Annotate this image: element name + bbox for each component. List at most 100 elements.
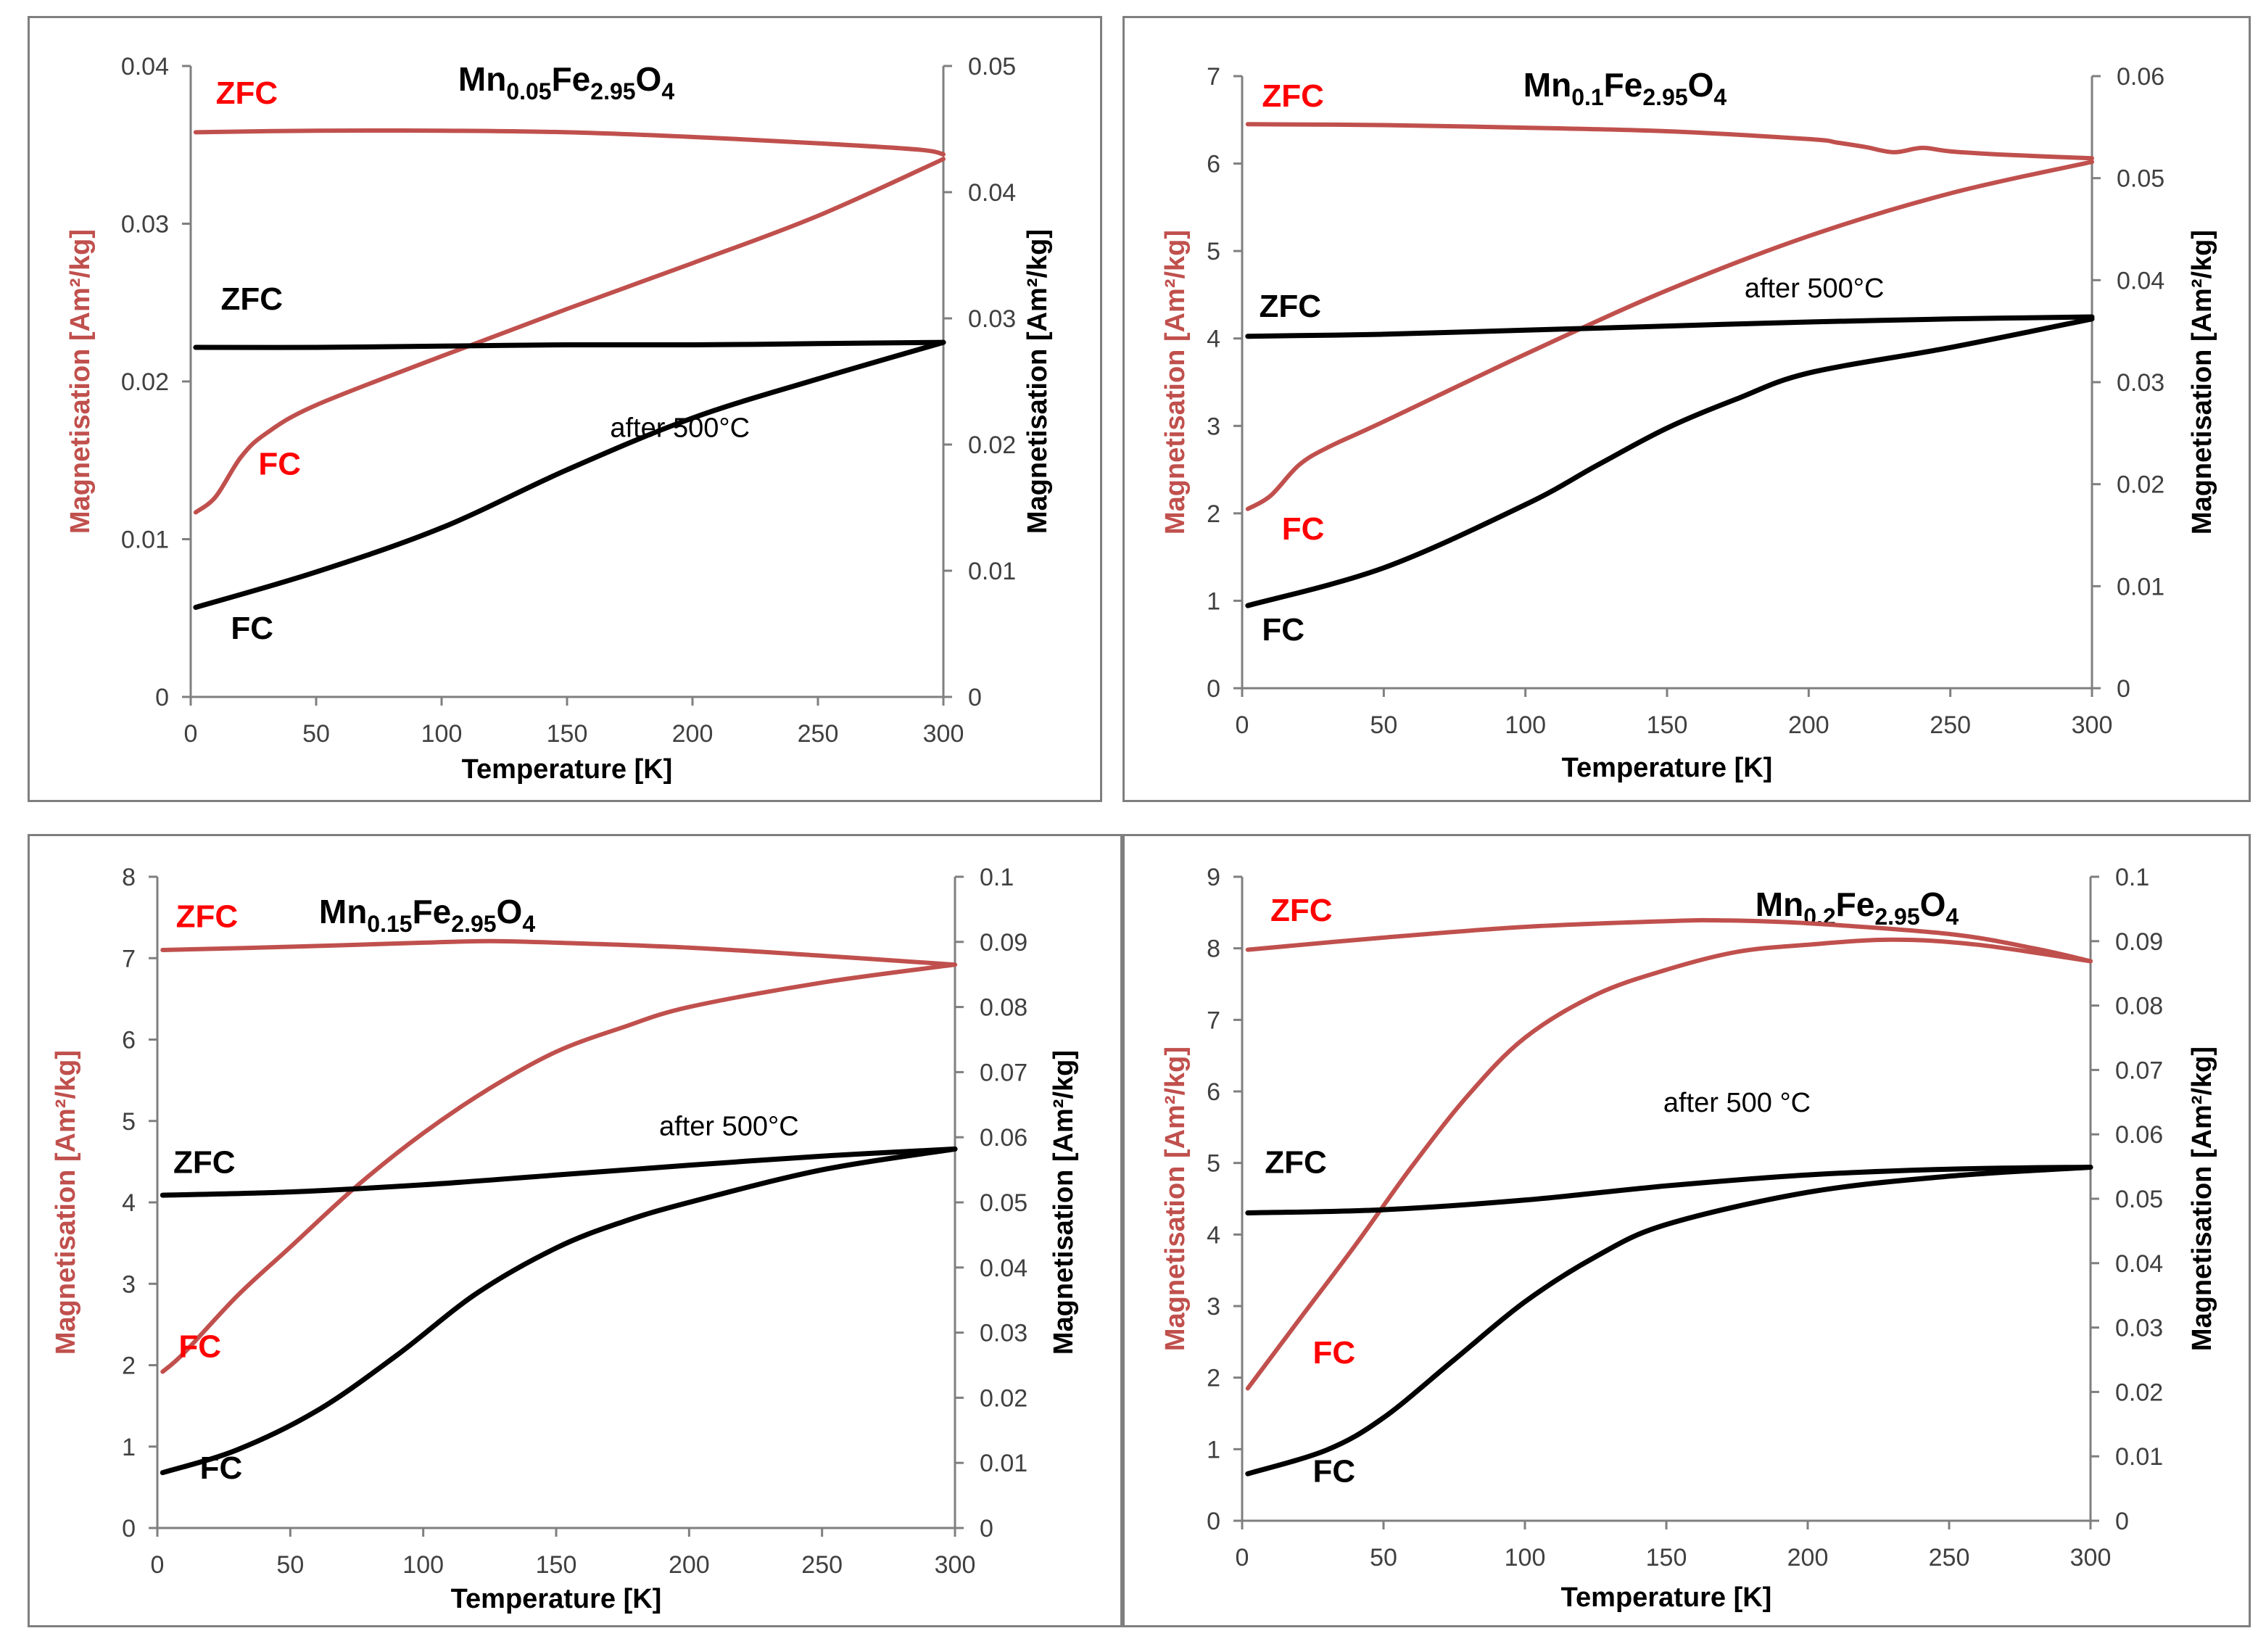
title-subscript: 0.15	[367, 911, 412, 937]
right-y-tick-label: 0.06	[2115, 1121, 2163, 1149]
title-text: Fe	[552, 60, 591, 98]
right-y-tick-label: 0.01	[980, 1450, 1027, 1477]
series-line-black-zfc	[1245, 314, 2095, 339]
left-y-axis-title: Magnetisation [Am²/kg]	[65, 229, 96, 534]
title-text: Fe	[413, 893, 452, 930]
chart-svg: 0 50 100 150 200 250 30000.010.020.030.0400.01…	[65, 53, 1053, 785]
series-label-black-zfc: ZFC	[1259, 289, 1321, 324]
title-text: Fe	[1604, 66, 1643, 104]
title-text: Fe	[1836, 885, 1875, 923]
x-tick-label: 0	[1236, 711, 1249, 739]
annotation-after-500c: after 500°C	[610, 413, 750, 444]
series-label-red-fc: FC	[1282, 511, 1325, 547]
left-y-tick-label: 0	[1207, 1508, 1220, 1535]
right-y-tick-label: 0.08	[980, 994, 1027, 1022]
right-y-tick-label: 0.03	[2117, 369, 2164, 397]
series-label-red-zfc: ZFC	[216, 75, 278, 111]
right-y-axis-title: Magnetisation [Am²/kg]	[2187, 1046, 2217, 1351]
right-y-tick-label: 0.01	[968, 558, 1016, 585]
series-line-red-fc	[193, 157, 946, 515]
annotation-after-500c: after 500°C	[1745, 273, 1885, 304]
series-line-black-zfc	[193, 339, 946, 350]
x-axis-title: Temperature [K]	[1561, 1582, 1772, 1613]
left-y-tick-label: 7	[1207, 63, 1220, 91]
series-line-black-zfc	[1245, 1165, 2093, 1215]
series-label-red-zfc: ZFC	[1270, 893, 1333, 928]
right-y-tick-label: 0.1	[980, 864, 1014, 891]
series-line-red-fc	[160, 962, 957, 1374]
right-y-tick-label: 0.05	[980, 1189, 1027, 1217]
right-y-tick-label: 0.04	[980, 1255, 1027, 1282]
left-y-tick-label: 0.02	[121, 368, 169, 396]
right-y-tick-label: 0.04	[968, 179, 1016, 207]
chart-panel-mn015: 0 50 100 150 200 250 300 0 1 2 3 4 5 6 7 8 0 0.01 0.02 0.03…	[28, 834, 1122, 1627]
annotation-after-500c: after 500 °C	[1663, 1088, 1811, 1118]
x-tick-label: 300	[2072, 711, 2113, 739]
x-tick-label: 150	[536, 1551, 577, 1579]
series-label-red-zfc: ZFC	[176, 899, 239, 935]
right-y-tick-label: 0.04	[2115, 1250, 2163, 1278]
x-tick-label: 100	[1505, 711, 1546, 739]
series-line-red-zfc	[193, 128, 946, 157]
right-y-tick-label: 0	[2117, 675, 2130, 703]
x-tick-label: 300	[923, 720, 964, 748]
title-subscript: 4	[661, 78, 674, 104]
right-y-tick-label: 0	[980, 1515, 993, 1542]
series-label-black-zfc: ZFC	[1265, 1144, 1327, 1180]
x-axis-title: Temperature [K]	[1562, 753, 1773, 783]
right-y-tick-label: 0	[2115, 1508, 2129, 1535]
series-line-red-fc	[1245, 937, 2093, 1391]
left-y-axis-title: Magnetisation [Am²/kg]	[1160, 1046, 1191, 1351]
series-line-red-zfc	[160, 938, 957, 967]
right-y-tick-label: 0	[968, 684, 982, 711]
title-subscript: 0.05	[506, 78, 551, 104]
x-tick-label: 200	[672, 720, 714, 748]
left-y-tick-label: 6	[122, 1027, 136, 1054]
right-y-tick-label: 0.02	[2115, 1379, 2163, 1406]
x-tick-label: 150	[547, 720, 588, 748]
x-tick-label: 150	[1647, 711, 1688, 739]
title-text: O	[1688, 66, 1714, 104]
right-y-tick-label: 0.03	[968, 305, 1016, 333]
left-y-tick-label: 1	[122, 1434, 136, 1461]
right-y-tick-label: 0.1	[2115, 864, 2149, 891]
left-y-axis-title: Magnetisation [Am²/kg]	[1160, 230, 1191, 534]
x-tick-label: 200	[1788, 711, 1829, 739]
right-y-axis-title: Magnetisation [Am²/kg]	[2187, 230, 2217, 534]
title-subscript: 2.95	[590, 78, 635, 104]
left-y-tick-label: 5	[122, 1108, 136, 1136]
left-y-tick-label: 0	[122, 1515, 136, 1542]
series-line-black-fc	[193, 339, 946, 610]
series-label-black-fc: FC	[200, 1450, 243, 1486]
title-subscript: 4	[1945, 904, 1959, 930]
series-line-red-zfc	[1245, 917, 2093, 964]
right-y-tick-label: 0.05	[2117, 165, 2164, 193]
left-y-tick-label: 8	[122, 864, 136, 891]
title-text: O	[1920, 885, 1946, 923]
x-tick-label: 300	[935, 1551, 976, 1579]
chart-title: Mn0.05Fe2.95O4	[458, 60, 674, 104]
left-y-tick-label: 8	[1207, 936, 1220, 963]
left-y-tick-label: 5	[1207, 238, 1220, 265]
series-label-black-zfc: ZFC	[221, 281, 284, 317]
x-tick-label: 100	[402, 1551, 444, 1579]
right-y-tick-label: 0.09	[2115, 928, 2163, 956]
title-subscript: 2.95	[451, 911, 496, 937]
left-y-tick-label: 0	[1207, 675, 1220, 703]
x-tick-label: 0	[184, 720, 198, 748]
chart-panel-mn02: 0 50 100 150 200 250 300 0 1 2 3 4 5 6 7 8 9 0 0.01 0.02 0.0…	[1122, 834, 2251, 1627]
x-tick-label: 50	[1370, 711, 1397, 739]
series-label-red-fc: FC	[178, 1329, 221, 1364]
left-y-tick-label: 2	[122, 1352, 136, 1380]
x-tick-label: 250	[801, 1551, 843, 1579]
left-y-tick-label: 4	[1207, 326, 1220, 353]
title-text: Mn	[1523, 66, 1571, 104]
chart-svg: 0 50 100 150 200 250 3000123456700.010.020.030…	[1160, 63, 2217, 783]
right-y-tick-label: 0.07	[2115, 1057, 2163, 1084]
series-line-black-fc	[160, 1146, 958, 1476]
left-y-tick-label: 0.03	[121, 211, 169, 239]
series-line-red-fc	[1245, 160, 2094, 511]
left-y-tick-label: 2	[1207, 1365, 1220, 1392]
title-subscript: 0.1	[1571, 84, 1603, 110]
right-y-tick-label: 0.04	[2117, 267, 2164, 294]
